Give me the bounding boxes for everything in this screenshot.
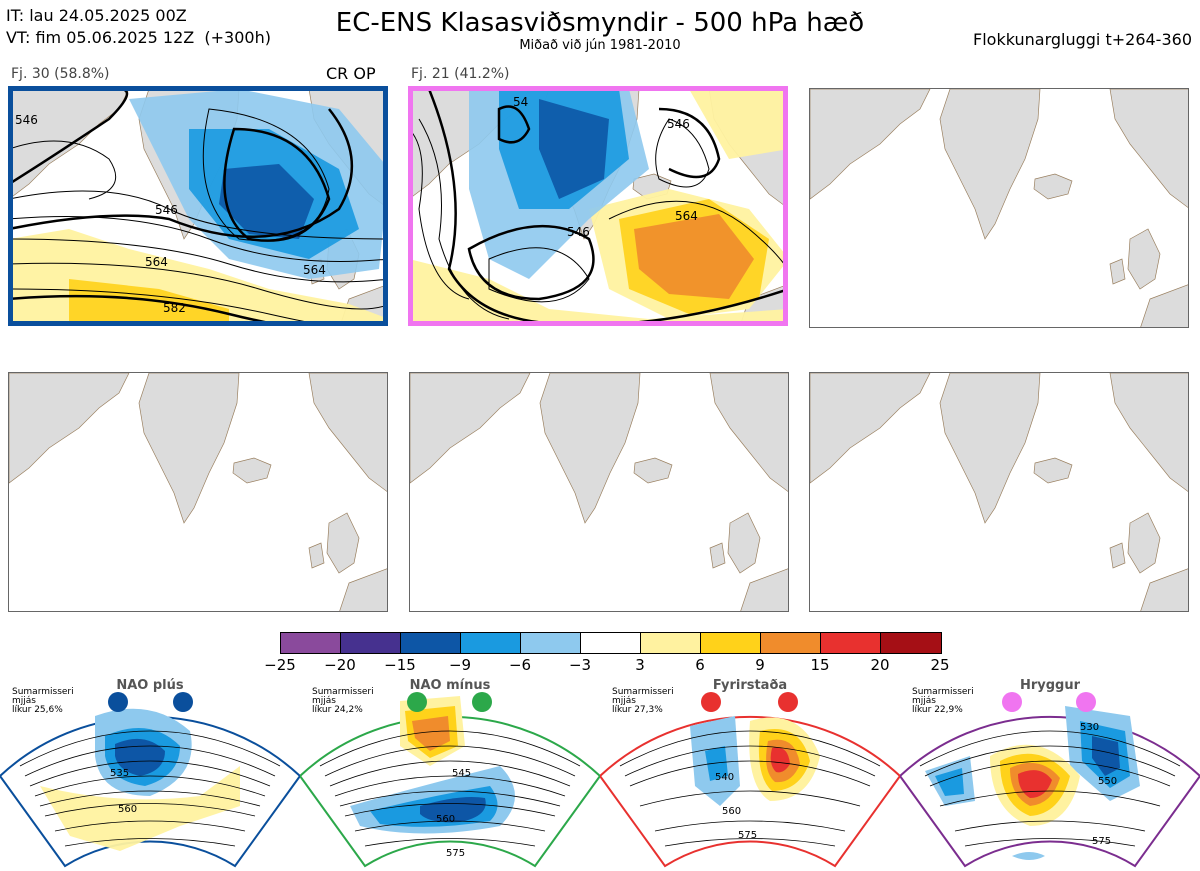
page-subtitle: Miðað við jún 1981-2010	[519, 38, 681, 53]
regime-nao-plus: NAO plús Sumarmisseri mjjás líkur 25,6% 53…	[0, 676, 300, 871]
cluster-window: Flokkunargluggi t+264-360	[973, 30, 1192, 49]
cluster-1-tag: CR OP	[326, 64, 376, 83]
cluster-1-contour-3: 582	[163, 301, 186, 315]
cluster-1-contour-6: 582	[271, 323, 294, 326]
colorbar-swatch-9	[821, 633, 881, 653]
regime-4-contour-3: 575	[1092, 836, 1112, 847]
cluster-2-contour-5: 54	[513, 95, 529, 109]
regime-1-contour-1: 535	[110, 768, 130, 779]
colorbar-swatch-7	[701, 633, 761, 653]
regime-3-contour-1: 540	[715, 772, 735, 783]
regime-4-info: Sumarmisseri mjjás líkur 22,9%	[912, 687, 974, 715]
regime-nao-minus: NAO mínus Sumarmisseri mjjás líkur 24,2% 5…	[300, 676, 600, 871]
regime-2-contour-2: 560	[436, 814, 456, 825]
regime-2-info: Sumarmisseri mjjás líkur 24,2%	[312, 687, 374, 715]
cluster-2-contour-3: 546	[567, 225, 590, 239]
regime-4-name: Hryggur	[1019, 678, 1081, 693]
cluster-2-map: 546 564 546 564 54	[408, 86, 788, 326]
header-times: IT: lau 24.05.2025 00Z VT: fim 05.06.202…	[6, 5, 271, 49]
colorbar-swatch-10	[881, 633, 941, 653]
colorbar	[280, 632, 942, 654]
colorbar-tick-5: −3	[568, 656, 592, 674]
regime-4-contour-2: 550	[1098, 776, 1118, 787]
colorbar-swatch-0	[281, 633, 341, 653]
colorbar-tick-6: 3	[635, 656, 645, 674]
empty-map-3	[809, 88, 1189, 328]
regime-1-contour-2: 560	[118, 804, 138, 815]
cluster-1-contour-5: 564	[303, 263, 326, 277]
colorbar-swatch-5	[581, 633, 641, 653]
regime-4-contour-1: 530	[1080, 722, 1100, 733]
cluster-1-contour-1: 546	[15, 113, 38, 127]
cluster-1-map: 546 564 582 546 564 582	[8, 86, 388, 326]
colorbar-tick-1: −20	[324, 656, 356, 674]
colorbar-swatch-6	[641, 633, 701, 653]
regime-blocking: Fyrirstaða Sumarmisseri mjjás líkur 27,3% …	[600, 676, 900, 871]
cluster-1-label: Fj. 30 (58.8%)	[11, 66, 110, 82]
colorbar-swatch-8	[761, 633, 821, 653]
regime-3-contour-2: 560	[722, 806, 742, 817]
regime-1-info: Sumarmisseri mjjás líkur 25,6%	[12, 687, 74, 715]
colorbar-tick-11: 25	[930, 656, 950, 674]
colorbar-swatch-2	[401, 633, 461, 653]
empty-map-5	[409, 372, 789, 612]
cluster-1-contour-4: 546	[155, 203, 178, 217]
cluster-2-contour-1: 546	[667, 117, 690, 131]
cluster-2-label: Fj. 21 (41.2%)	[411, 66, 510, 82]
cluster-1-contour-2: 564	[145, 255, 168, 269]
colorbar-tick-8: 9	[755, 656, 765, 674]
regime-1-name: NAO plús	[116, 678, 184, 693]
cluster-2-contour-4: 564	[557, 323, 580, 326]
regime-ridge: Hryggur Sumarmisseri mjjás líkur 22,9% 530…	[900, 676, 1200, 871]
regime-2-contour-3: 575	[446, 848, 466, 859]
colorbar-swatch-3	[461, 633, 521, 653]
regime-3-contour-3: 575	[738, 830, 758, 841]
colorbar-tick-4: −6	[508, 656, 532, 674]
colorbar-tick-9: 15	[810, 656, 830, 674]
page-title: EC-ENS Klasasviðsmyndir - 500 hPa hæð	[335, 8, 865, 38]
colorbar-tick-0: −25	[264, 656, 296, 674]
cluster-2-contour-2: 564	[675, 209, 698, 223]
regime-3-name: Fyrirstaða	[712, 678, 788, 693]
colorbar-tick-7: 6	[695, 656, 705, 674]
valid-time: VT: fim 05.06.2025 12Z (+300h)	[6, 28, 271, 47]
empty-map-6	[809, 372, 1189, 612]
issue-time: IT: lau 24.05.2025 00Z	[6, 6, 187, 25]
regime-2-contour-1: 545	[452, 768, 472, 779]
colorbar-tick-10: 20	[870, 656, 890, 674]
regime-3-info: Sumarmisseri mjjás líkur 27,3%	[612, 687, 674, 715]
colorbar-swatch-1	[341, 633, 401, 653]
colorbar-tick-3: −9	[448, 656, 472, 674]
empty-map-4	[8, 372, 388, 612]
colorbar-swatch-4	[521, 633, 581, 653]
regime-2-name: NAO mínus	[409, 678, 491, 693]
colorbar-tick-2: −15	[384, 656, 416, 674]
